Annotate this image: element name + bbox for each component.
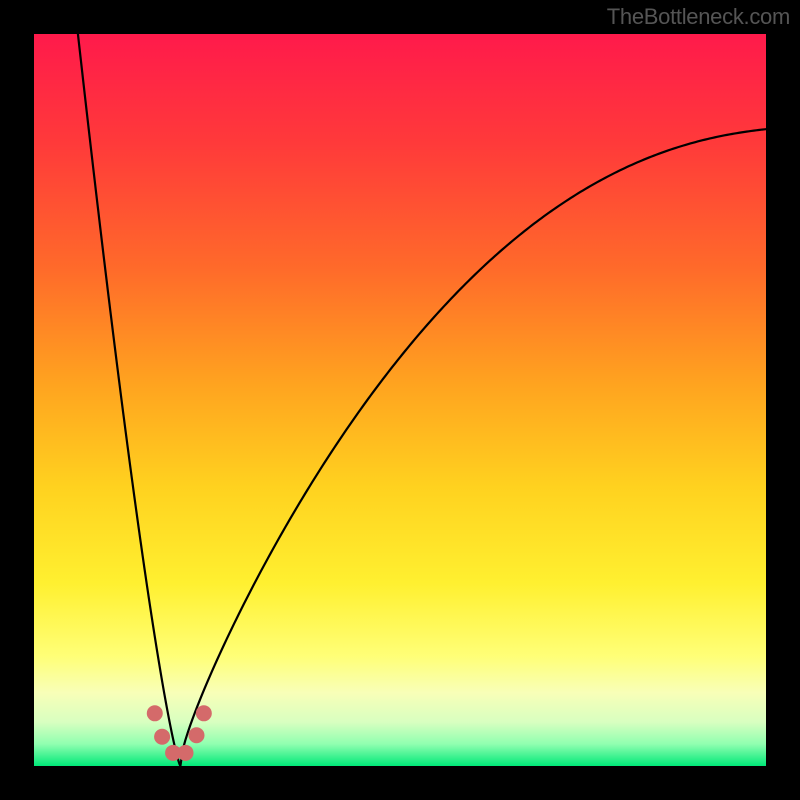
trough-marker <box>147 705 163 721</box>
chart-frame: TheBottleneck.com <box>0 0 800 800</box>
chart-svg <box>34 34 766 766</box>
gradient-background <box>34 34 766 766</box>
trough-marker <box>154 729 170 745</box>
trough-marker <box>178 745 194 761</box>
trough-marker <box>196 705 212 721</box>
trough-marker <box>189 727 205 743</box>
plot-area <box>34 34 766 766</box>
watermark-text: TheBottleneck.com <box>607 4 790 30</box>
